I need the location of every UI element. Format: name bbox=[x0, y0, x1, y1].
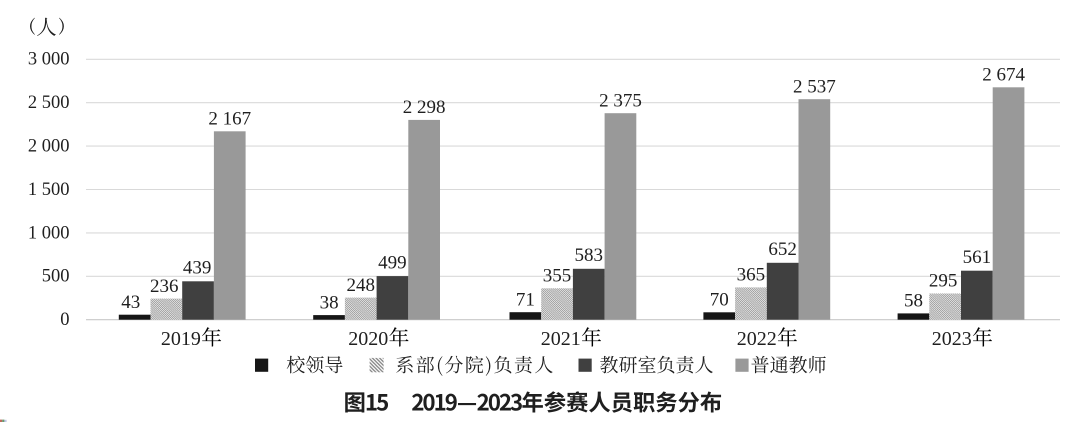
svg-text:2021: 2021 bbox=[541, 328, 581, 350]
svg-text:2 375: 2 375 bbox=[599, 90, 642, 111]
svg-text:2 537: 2 537 bbox=[793, 76, 836, 97]
svg-text:1 000: 1 000 bbox=[28, 223, 70, 243]
svg-text:43: 43 bbox=[121, 292, 140, 313]
svg-text:71: 71 bbox=[516, 289, 535, 310]
svg-text:2 674: 2 674 bbox=[982, 65, 1025, 86]
svg-text:70: 70 bbox=[710, 290, 729, 311]
svg-text:2 500: 2 500 bbox=[28, 93, 70, 113]
svg-text:248: 248 bbox=[347, 275, 376, 296]
svg-text:1 500: 1 500 bbox=[28, 180, 70, 200]
svg-text:561: 561 bbox=[963, 247, 992, 268]
svg-text:3 000: 3 000 bbox=[28, 50, 70, 70]
svg-text:499: 499 bbox=[378, 252, 407, 273]
svg-text:583: 583 bbox=[575, 245, 604, 266]
svg-text:2023: 2023 bbox=[932, 328, 972, 350]
svg-text:295: 295 bbox=[929, 271, 958, 292]
svg-text:38: 38 bbox=[320, 292, 339, 313]
svg-text:2 167: 2 167 bbox=[208, 109, 251, 130]
svg-text:236: 236 bbox=[150, 276, 179, 297]
svg-text:0: 0 bbox=[60, 310, 69, 330]
svg-text:652: 652 bbox=[768, 239, 797, 260]
svg-text:365: 365 bbox=[737, 265, 766, 286]
svg-text:2022: 2022 bbox=[737, 328, 777, 350]
svg-text:2 298: 2 298 bbox=[403, 97, 446, 118]
svg-text:2020: 2020 bbox=[348, 328, 388, 350]
svg-text:2 000: 2 000 bbox=[28, 137, 70, 157]
svg-text:58: 58 bbox=[904, 291, 923, 312]
svg-text:2019: 2019 bbox=[161, 328, 201, 350]
svg-text:500: 500 bbox=[42, 267, 70, 287]
svg-text:439: 439 bbox=[183, 258, 212, 279]
svg-text:355: 355 bbox=[543, 266, 572, 287]
